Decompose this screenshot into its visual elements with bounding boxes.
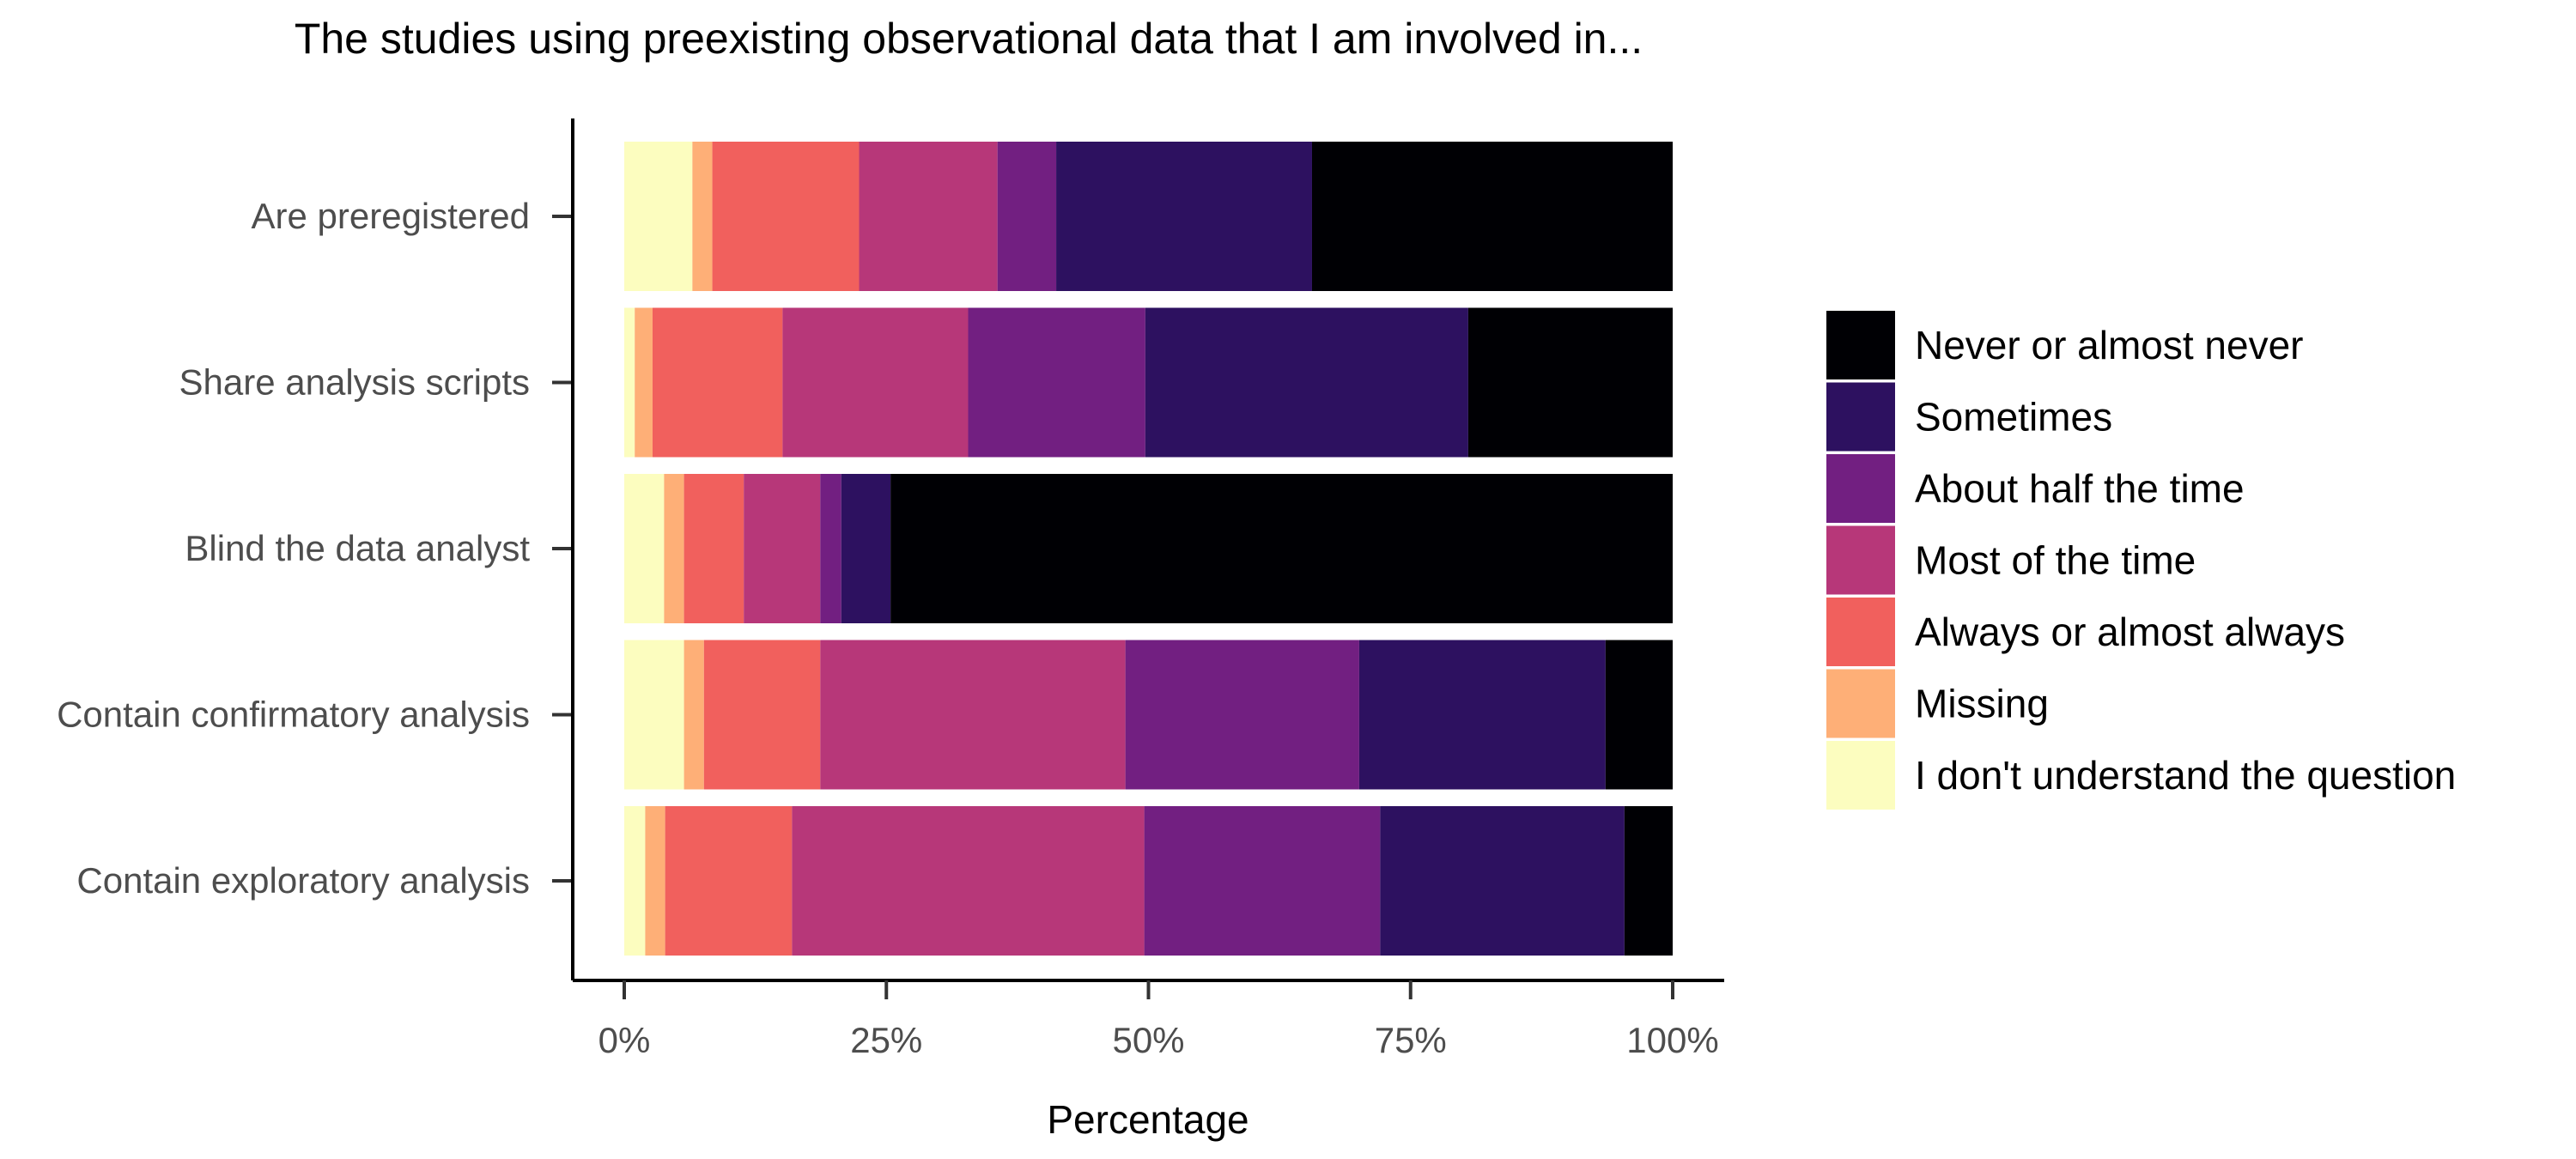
- bars-layer: [624, 142, 1673, 956]
- legend-key-about-half-the-time: [1826, 454, 1895, 523]
- legend-key-never-or-almost-never: [1826, 311, 1895, 379]
- bar-contain-exploratory-analysis-most-of-the-time: [792, 806, 1145, 956]
- bar-share-analysis-scripts-never-or-almost-never: [1467, 307, 1673, 458]
- legend-key-i-don-t-understand-the-question: [1826, 741, 1895, 810]
- legend-label-about-half-the-time: About half the time: [1915, 466, 2245, 511]
- bar-blind-the-data-analyst-about-half-the-time: [820, 474, 841, 623]
- bar-blind-the-data-analyst-always-or-almost-always: [683, 474, 744, 623]
- legend-label-sometimes: Sometimes: [1915, 395, 2112, 440]
- bar-are-preregistered-i-don-t-understand-the-question: [624, 142, 693, 291]
- x-tick-label: 25%: [850, 1020, 922, 1060]
- y-tick-label: Contain confirmatory analysis: [57, 695, 530, 735]
- bar-contain-exploratory-analysis-sometimes: [1380, 806, 1625, 956]
- legend-key-missing: [1826, 669, 1895, 738]
- bar-share-analysis-scripts-always-or-almost-always: [652, 307, 783, 458]
- x-tick-label: 75%: [1375, 1020, 1447, 1060]
- bar-contain-exploratory-analysis-about-half-the-time: [1144, 806, 1381, 956]
- bar-contain-exploratory-analysis-missing: [645, 806, 665, 956]
- legend-label-always-or-almost-always: Always or almost always: [1915, 610, 2345, 654]
- legend-label-i-don-t-understand-the-question: I don't understand the question: [1915, 753, 2456, 798]
- y-tick-label: Contain exploratory analysis: [76, 860, 530, 901]
- x-tick-label: 0%: [598, 1020, 651, 1060]
- y-axis: Are preregistered Share analysis scripts B…: [57, 118, 574, 980]
- bar-are-preregistered-always-or-almost-always: [712, 142, 860, 291]
- bar-contain-exploratory-analysis-always-or-almost-always: [665, 806, 793, 956]
- legend-key-always-or-almost-always: [1826, 598, 1895, 666]
- legend: Never or almost never Sometimes About half…: [1826, 311, 2456, 810]
- bar-share-analysis-scripts-most-of-the-time: [782, 307, 969, 458]
- legend-label-most-of-the-time: Most of the time: [1915, 538, 2196, 583]
- chart-title: The studies using preexisting observatio…: [295, 15, 1643, 63]
- bar-are-preregistered-sometimes: [1056, 142, 1312, 291]
- bar-blind-the-data-analyst-never-or-almost-never: [890, 474, 1673, 623]
- y-tick-label: Are preregistered: [252, 196, 531, 236]
- bar-are-preregistered-most-of-the-time: [859, 142, 998, 291]
- bar-contain-confirmatory-analysis-sometimes: [1358, 640, 1606, 790]
- bar-are-preregistered-about-half-the-time: [997, 142, 1057, 291]
- bar-are-preregistered-never-or-almost-never: [1311, 142, 1673, 291]
- bar-blind-the-data-analyst-i-don-t-understand-the-question: [624, 474, 665, 623]
- legend-label-never-or-almost-never: Never or almost never: [1915, 323, 2304, 367]
- bar-share-analysis-scripts-sometimes: [1145, 307, 1468, 458]
- x-tick-label: 50%: [1112, 1020, 1184, 1060]
- bar-contain-exploratory-analysis-i-don-t-understand-the-question: [624, 806, 646, 956]
- bar-contain-confirmatory-analysis-missing: [683, 640, 704, 790]
- bar-blind-the-data-analyst-missing: [664, 474, 684, 623]
- bar-blind-the-data-analyst-sometimes: [841, 474, 891, 623]
- bar-contain-exploratory-analysis-never-or-almost-never: [1624, 806, 1673, 956]
- bar-blind-the-data-analyst-most-of-the-time: [744, 474, 821, 623]
- bar-contain-confirmatory-analysis-about-half-the-time: [1125, 640, 1359, 790]
- bar-contain-confirmatory-analysis-always-or-almost-always: [703, 640, 821, 790]
- legend-key-sometimes: [1826, 382, 1895, 452]
- bar-contain-confirmatory-analysis-i-don-t-understand-the-question: [624, 640, 684, 790]
- x-axis: 0% 25% 50% 75% 100%: [573, 979, 1724, 1060]
- x-axis-title: Percentage: [1047, 1097, 1249, 1142]
- bar-contain-confirmatory-analysis-never-or-almost-never: [1605, 640, 1673, 790]
- bar-are-preregistered-missing: [692, 142, 713, 291]
- y-tick-label: Blind the data analyst: [185, 528, 530, 568]
- x-tick-label: 100%: [1626, 1020, 1718, 1060]
- bar-share-analysis-scripts-i-don-t-understand-the-question: [624, 307, 635, 458]
- legend-label-missing: Missing: [1915, 682, 2049, 726]
- bar-share-analysis-scripts-about-half-the-time: [968, 307, 1145, 458]
- bar-share-analysis-scripts-missing: [635, 307, 653, 458]
- bar-contain-confirmatory-analysis-most-of-the-time: [820, 640, 1126, 790]
- legend-key-most-of-the-time: [1826, 525, 1895, 595]
- y-tick-label: Share analysis scripts: [179, 362, 531, 403]
